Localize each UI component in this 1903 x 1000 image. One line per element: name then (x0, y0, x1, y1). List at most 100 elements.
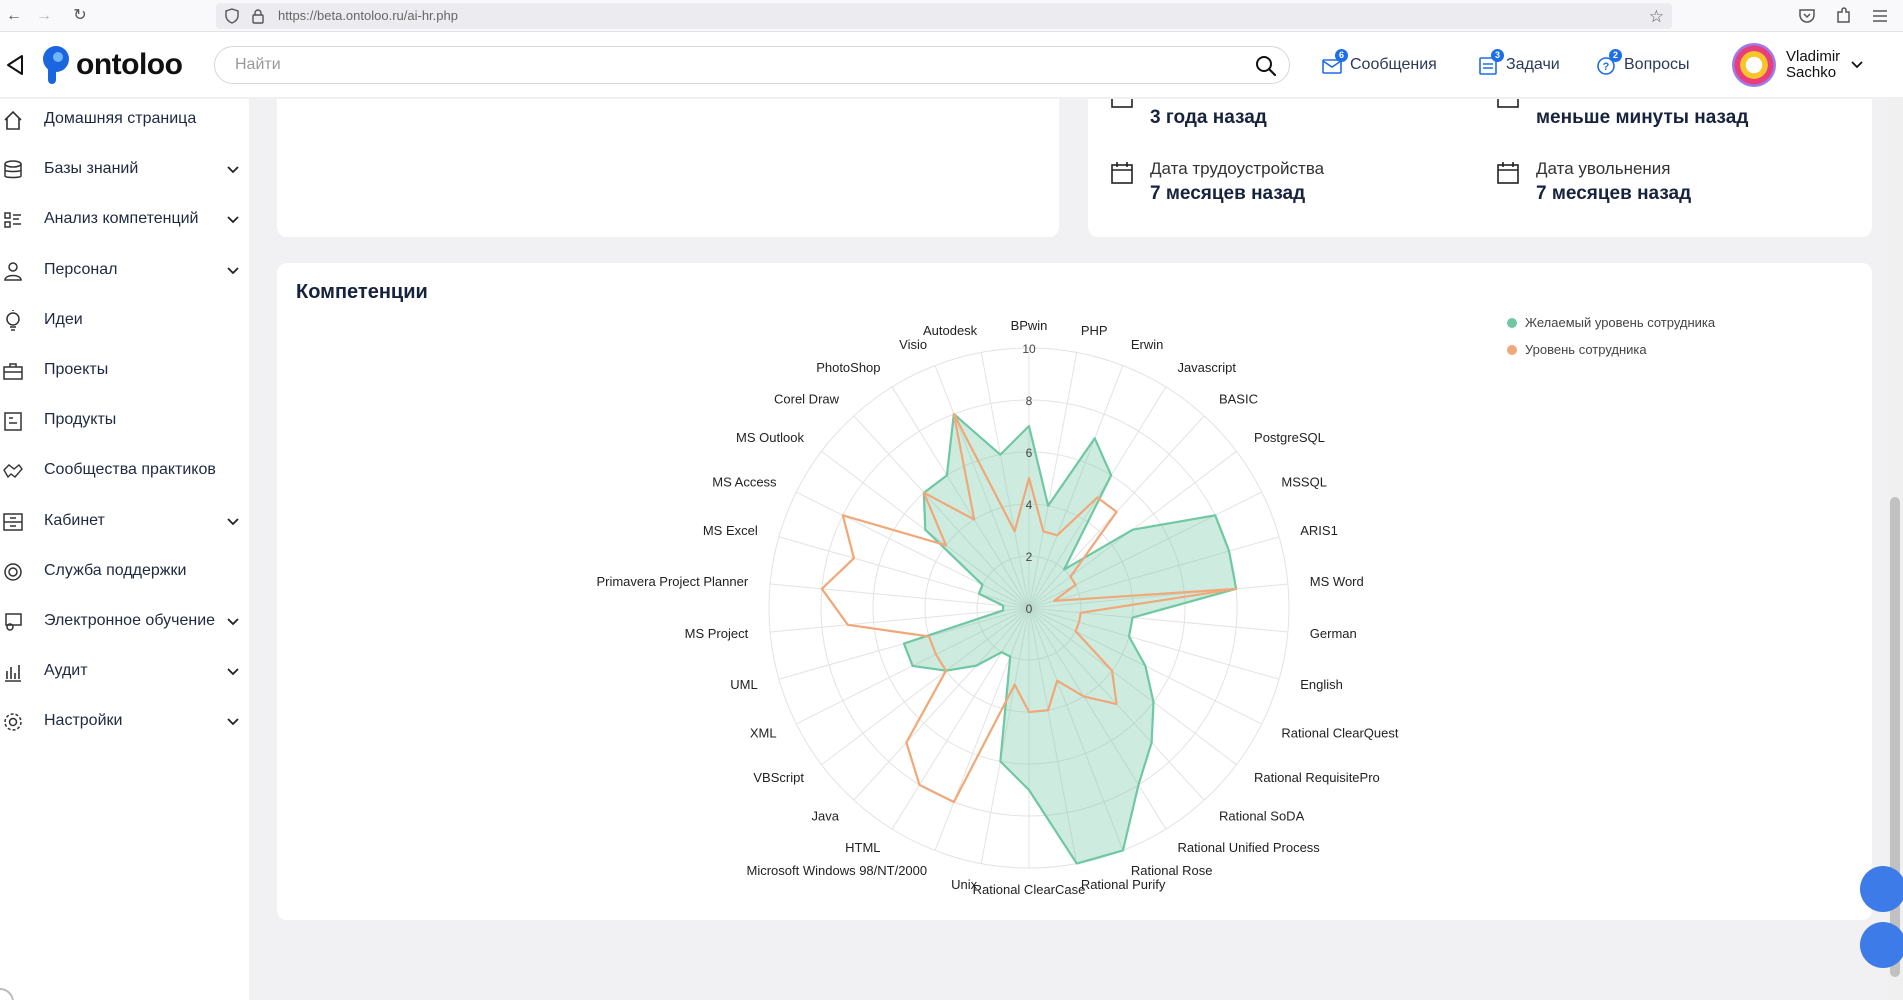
sidebar-item-2[interactable]: Анализ компетенций (0, 201, 249, 237)
chevron-down-icon[interactable] (226, 515, 240, 529)
user-last-name: Sachko (1786, 64, 1837, 81)
grid-spoke (778, 536, 1030, 609)
menu-icon[interactable] (1870, 6, 1890, 26)
hire-date-block: Дата трудоустройства 7 месяцев назад (1110, 159, 1324, 205)
grid-spoke (853, 415, 1030, 609)
legend-item-actual[interactable]: Уровень сотрудника (1507, 342, 1647, 357)
cabinet-icon (3, 512, 23, 531)
sidebar-item-8[interactable]: Кабинет (0, 503, 249, 539)
sidebar-item-label: Продукты (44, 411, 117, 429)
grid-spoke (1028, 607, 1078, 864)
sidebar-item-3[interactable]: Персонал (0, 252, 249, 288)
messages-label: Сообщения (1350, 56, 1437, 73)
grid-spoke (1028, 607, 1288, 633)
category-label: Rational Rose (1131, 863, 1213, 878)
logo[interactable]: ontoloo (40, 44, 183, 86)
sidebar-item-label: Персонал (44, 260, 118, 278)
dismissal-date-label: Дата увольнения (1536, 159, 1671, 178)
chevron-down-icon[interactable] (226, 715, 240, 729)
search-icon[interactable] (1255, 55, 1277, 77)
chevron-down-icon[interactable] (226, 665, 240, 679)
sidebar-item-label: Настройки (44, 712, 123, 730)
series-1-polygon[interactable] (820, 412, 1238, 804)
grid-spoke (1028, 607, 1280, 680)
chevron-down-icon[interactable] (226, 163, 240, 177)
category-label: HTML (845, 840, 880, 855)
competencies-radar-chart: 0 2 4 6 8 10 BPwin PHP Erwin Javascript BASIC Postg… (596, 318, 1398, 897)
chevron-down-icon[interactable] (226, 264, 240, 278)
reload-icon[interactable]: ↻ (73, 7, 87, 24)
sidebar: Домашняя страница Базы знаний Анализ компе… (0, 99, 249, 1000)
legend-dot-desired (1507, 317, 1517, 328)
category-label: Rational Unified Process (1177, 840, 1320, 855)
scrollbar-thumb[interactable] (1890, 497, 1900, 977)
grid-spoke (980, 607, 1030, 864)
calendar-icon (1111, 99, 1133, 108)
category-label: PhotoShop (816, 360, 880, 375)
grid-spoke (821, 607, 1030, 766)
sidebar-item-0[interactable]: Домашняя страница (0, 101, 249, 137)
sidebar-item-5[interactable]: Проекты (0, 352, 249, 388)
sidebar-item-9[interactable]: Служба поддержки (0, 553, 249, 589)
sidebar-item-6[interactable]: Продукты (0, 402, 249, 438)
legend-item-desired[interactable]: Желаемый уровень сотрудника (1507, 315, 1715, 330)
sidebar-item-label: Анализ компетенций (44, 210, 199, 228)
category-label: MSSQL (1281, 474, 1327, 489)
grid-spoke (934, 365, 1030, 609)
grid-spoke (853, 607, 1030, 801)
category-label: PHP (1081, 323, 1108, 338)
extensions-icon[interactable] (1833, 6, 1853, 26)
tick-label: 2 (1026, 550, 1033, 564)
address-bar[interactable]: https://beta.ontoloo.ru/ai-hr.php ☆ (216, 3, 1672, 29)
questions-label: Вопросы (1624, 56, 1690, 73)
tick-label: 8 (1026, 394, 1033, 408)
date-block-top-left: .3 года назад (1110, 99, 1267, 129)
pocket-icon[interactable] (1797, 6, 1817, 26)
sidebar-item-label: Аудит (44, 662, 88, 680)
bookmark-star-icon[interactable]: ☆ (1648, 7, 1664, 26)
category-label: English (1300, 677, 1343, 692)
category-label: Javascript (1177, 360, 1236, 375)
category-label: Rational ClearCase (973, 882, 1086, 897)
sidebar-item-11[interactable]: Аудит (0, 653, 249, 689)
dismissal-date-value: 7 месяцев назад (1536, 183, 1692, 204)
messages-badge: 6 (1335, 49, 1348, 62)
category-label: ARIS1 (1300, 523, 1338, 538)
category-label: MS Project (685, 626, 749, 641)
top-left-value: 3 года назад (1150, 107, 1267, 128)
forward-icon[interactable]: → (36, 7, 52, 24)
tasks-link[interactable]: 3 Задачи (1478, 49, 1560, 76)
user-first-name: Vladimir (1786, 48, 1841, 65)
hire-date-value: 7 месяцев назад (1150, 183, 1306, 204)
lock-icon (252, 9, 264, 24)
collapse-sidebar-icon[interactable] (4, 54, 26, 76)
back-icon[interactable]: ← (6, 7, 22, 24)
sidebar-item-label: Кабинет (44, 511, 105, 529)
questions-link[interactable]: ? 2 Вопросы (1596, 49, 1690, 76)
messages-link[interactable]: 6 Сообщения (1322, 49, 1437, 76)
floating-camera-button[interactable] (1860, 866, 1903, 912)
sidebar-item-7[interactable]: Сообщества практиков (0, 452, 249, 488)
tick-label: 0 (1026, 602, 1033, 616)
chevron-down-icon[interactable] (226, 615, 240, 629)
floating-voice-button[interactable] (1860, 922, 1903, 968)
competencies-title: Компетенции (296, 281, 428, 303)
calendar-icon (1497, 162, 1519, 184)
search-input[interactable] (235, 55, 1215, 75)
hire-date-label: Дата трудоустройства (1150, 159, 1325, 178)
chevron-down-icon[interactable] (226, 213, 240, 227)
sidebar-item-10[interactable]: Электронное обучение (0, 603, 249, 639)
page-scrollbar[interactable] (1887, 99, 1903, 1000)
series-0-polygon[interactable] (902, 412, 1238, 865)
grid-spoke (934, 607, 1030, 851)
tick-label: 4 (1026, 498, 1033, 512)
tasks-label: Задачи (1506, 56, 1560, 73)
grid-spoke (1028, 607, 1167, 830)
user-menu[interactable]: Vladimir Sachko (1732, 42, 1864, 88)
sidebar-item-12[interactable]: Настройки (0, 703, 249, 739)
briefcase-icon (3, 363, 23, 380)
sidebar-item-4[interactable]: Идеи (0, 302, 249, 338)
url-text: https://beta.ontoloo.ru/ai-hr.php (278, 8, 458, 23)
sidebar-item-1[interactable]: Базы знаний (0, 151, 249, 187)
category-label: MS Outlook (736, 430, 804, 445)
